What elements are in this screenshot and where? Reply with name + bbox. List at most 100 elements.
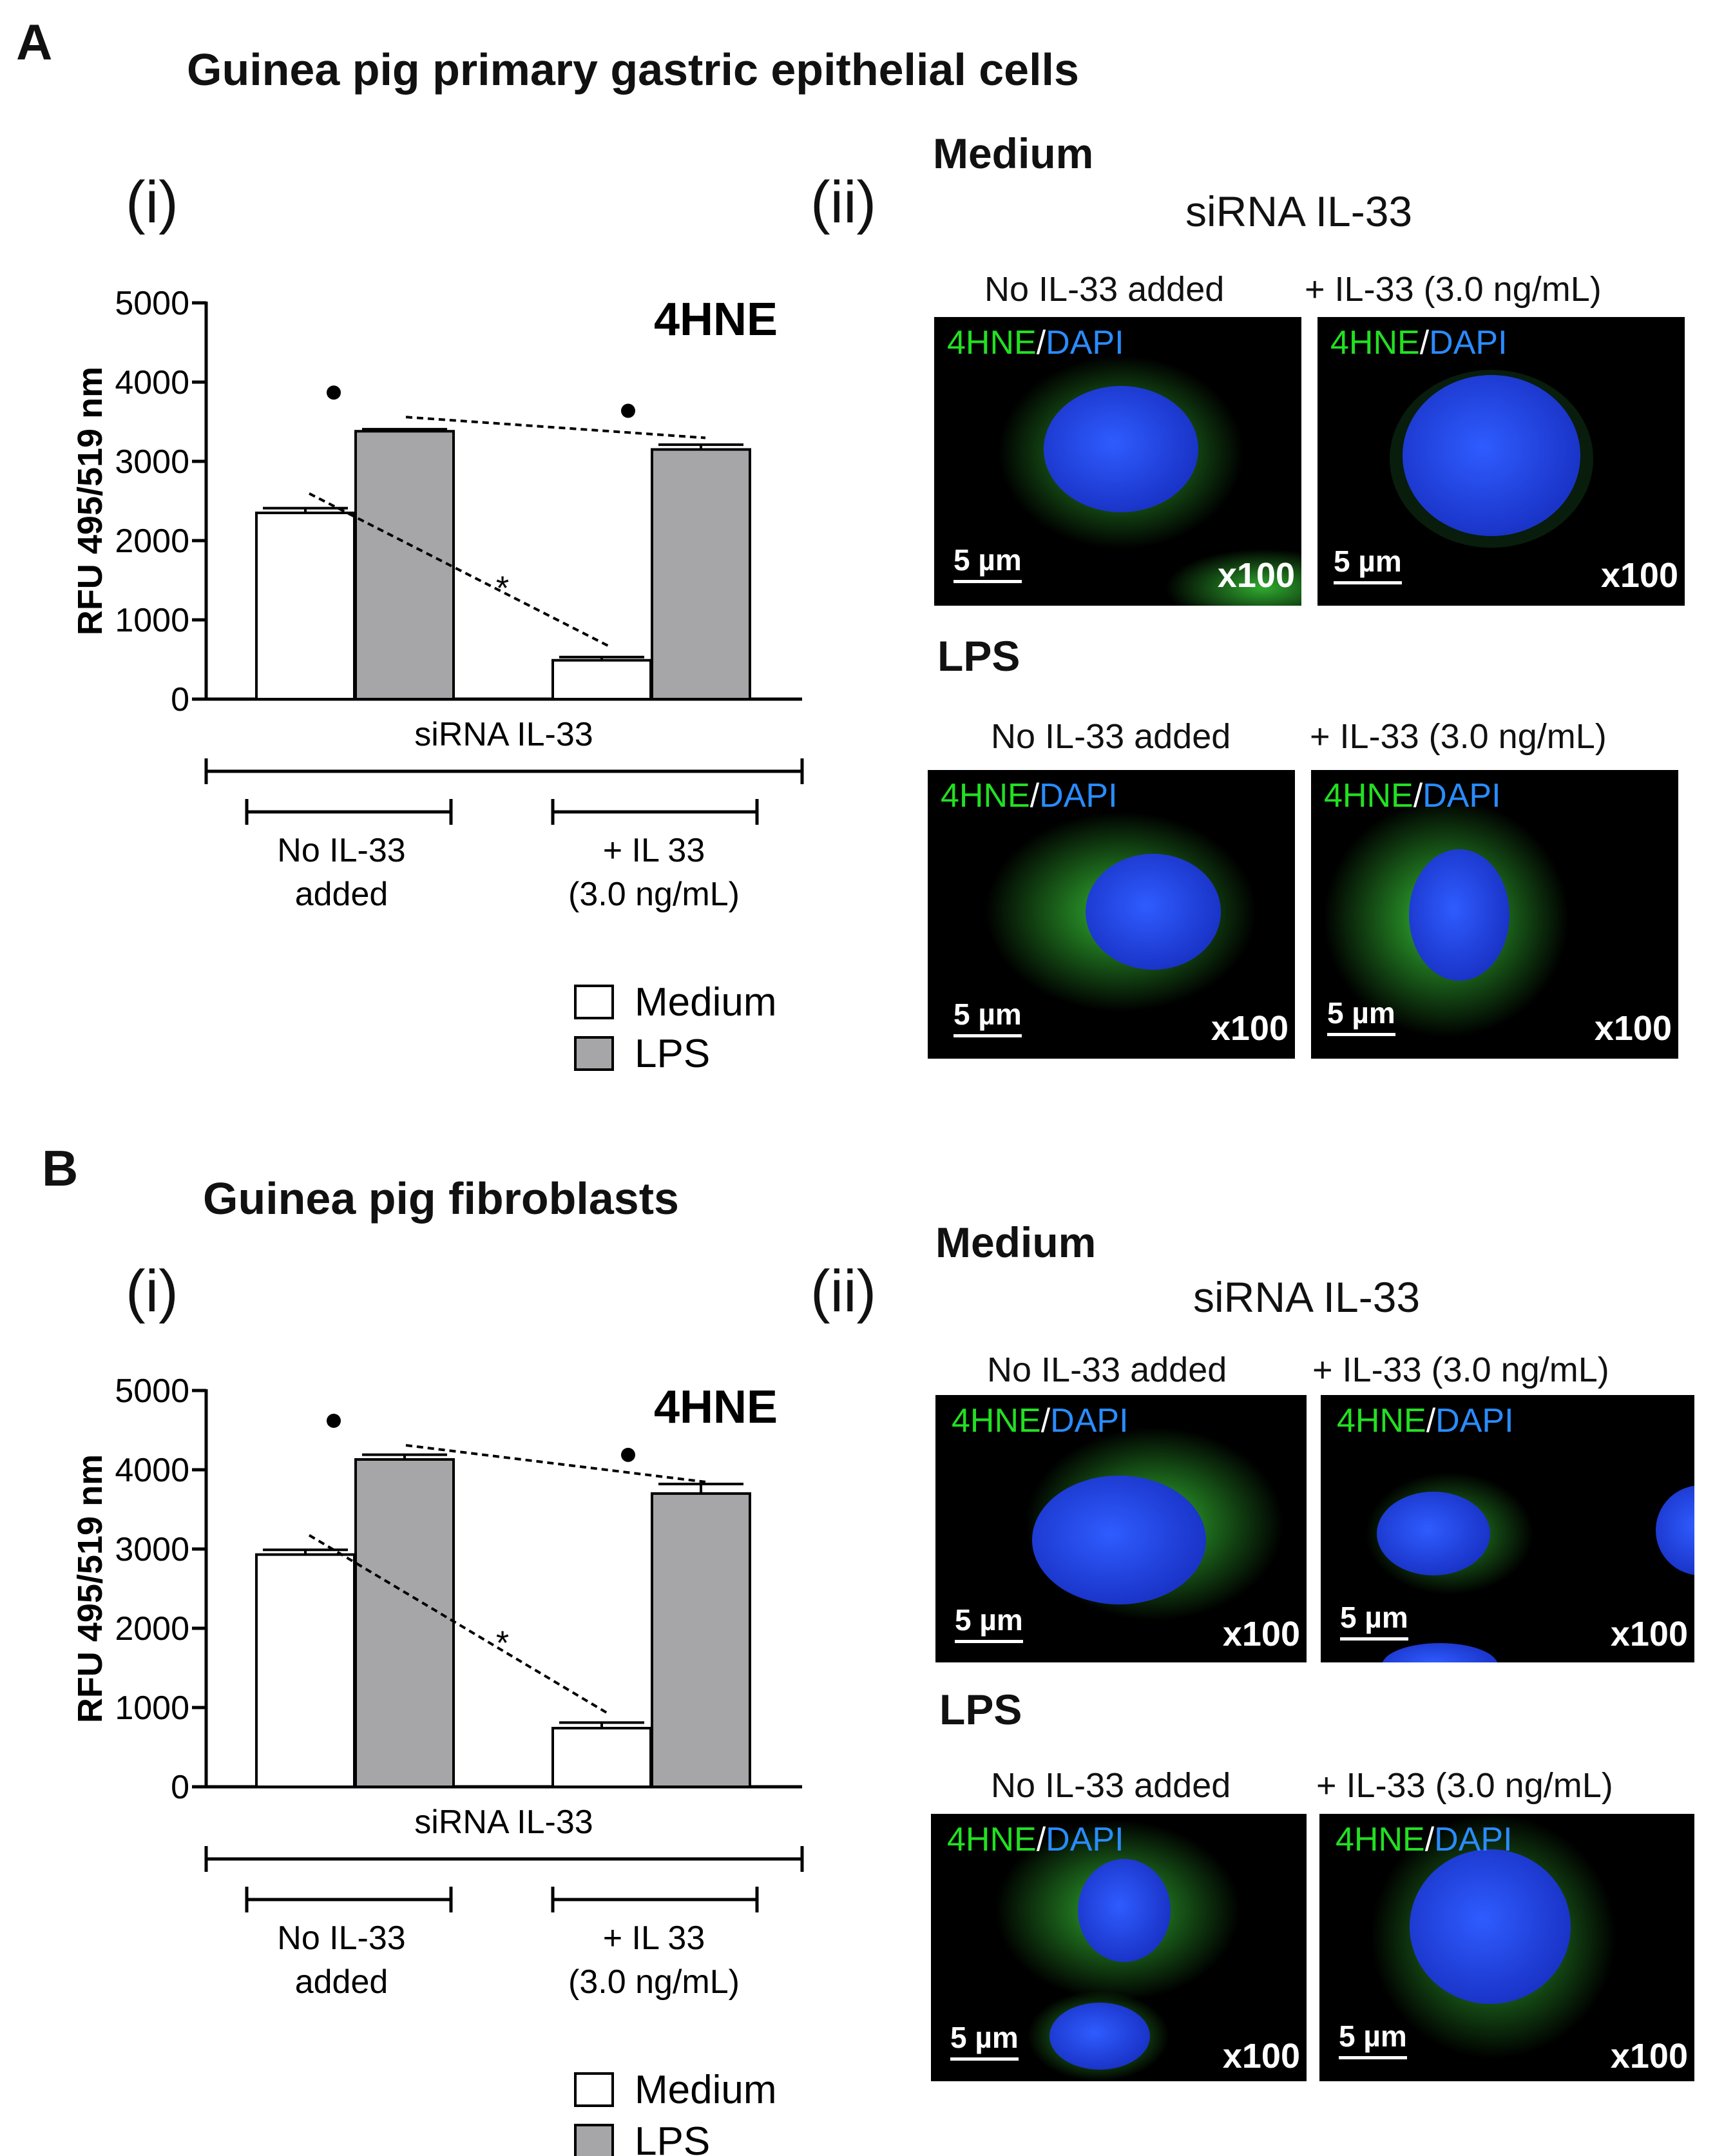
magnification-label: x100 [1222,2037,1300,2075]
stain-label: 4HNE/DAPI [947,324,1124,361]
legend-swatch-medium [574,985,614,1019]
category-label: added [295,1963,388,2001]
micrograph-b-lps-no-il33: 4HNE/DAPI 5 µm x100 [931,1814,1307,2081]
micrograph-b-medium-il33: 4HNE/DAPI 5 µm x100 [1321,1395,1694,1662]
legend-label-lps: LPS [635,2119,710,2156]
significance-dot [327,1414,341,1429]
bar-medium [255,511,356,700]
comparison-line-lps [405,416,706,439]
category-label: No IL-33 [277,832,405,869]
bar-medium [255,1553,356,1788]
micrograph-a-medium-il33: 4HNE/DAPI 5 µm x100 [1317,317,1685,606]
category-label: + IL 33 [603,1920,705,1957]
group-header-label: siRNA IL-33 [414,1804,593,1841]
scale-bar: 5 µm [1334,544,1402,584]
y-tick-label: 2000 [115,1610,189,1648]
panel-a-medium-col-header-2: + IL-33 (3.0 ng/mL) [1305,270,1602,309]
scale-bar: 5 µm [1340,1600,1408,1641]
stain-label: 4HNE/DAPI [1330,324,1508,361]
panel-a-lps-col-header-2: + IL-33 (3.0 ng/mL) [1310,717,1607,756]
comparison-line-medium [309,492,609,648]
micrograph-b-lps-il33: 4HNE/DAPI 5 µm x100 [1319,1814,1694,2081]
panel-letter-a: A [16,14,53,70]
group-header-label: siRNA IL-33 [414,716,593,753]
panel-b-medium-label: Medium [935,1218,1097,1266]
legend-swatch-lps [574,2124,614,2156]
stain-label: 4HNE/DAPI [947,1821,1124,1858]
panel-b-lps-col-header-2: + IL-33 (3.0 ng/mL) [1316,1766,1613,1805]
magnification-label: x100 [1594,1009,1672,1048]
scale-bar: 5 µm [1339,2019,1407,2059]
magnification-label: x100 [1217,556,1295,595]
legend-label-lps: LPS [635,1032,710,1076]
scale-bar: 5 µm [955,1603,1023,1643]
panel-b-sirna-header: siRNA IL-33 [1193,1273,1421,1321]
panel-a-lps-col-header-1: No IL-33 added [991,717,1231,756]
bar-medium [551,659,652,700]
bar-lps [651,448,751,700]
y-tick-label: 3000 [115,1531,189,1568]
panel-a-medium-label: Medium [933,130,1094,177]
significance-dot [621,1447,635,1462]
stain-label: 4HNE/DAPI [1337,1402,1514,1439]
category-label: No IL-33 [277,1920,405,1957]
significance-dot [621,403,635,418]
panel-b-bar-chart: 0 1000 2000 3000 4000 5000 RFU 495/519 nm 4HNE *… [71,1372,804,2156]
significance-dot [327,385,341,400]
panel-a-sirna-header: siRNA IL-33 [1185,188,1413,235]
panel-a-title: Guinea pig primary gastric epithelial ce… [187,44,1079,95]
magnification-label: x100 [1600,556,1678,595]
legend-label-medium: Medium [635,980,777,1025]
chart-title: 4HNE [654,1381,778,1433]
panel-a-lps-label: LPS [937,632,1020,680]
y-tick-label: 0 [171,681,189,718]
y-tick-label: 5000 [115,285,189,322]
panel-a-sub-i: (i) [126,169,178,235]
y-tick-label: 2000 [115,523,189,560]
stain-label: 4HNE/DAPI [941,777,1118,814]
bar-lps [651,1492,751,1788]
category-label: + IL 33 [603,832,705,869]
legend-swatch-lps [574,1036,614,1071]
panel-a-sub-ii: (ii) [810,169,877,235]
significance-asterisk: * [496,1624,509,1662]
chart-title: 4HNE [654,294,778,345]
panel-a-bar-chart: 0 1000 2000 3000 4000 5000 RFU 495/519 nm 4HNE *… [71,285,804,1076]
category-label: added [295,876,388,913]
micrograph-a-medium-no-il33: 4HNE/DAPI 5 µm x100 [934,317,1301,606]
panel-b-lps-label: LPS [939,1686,1022,1733]
scale-bar: 5 µm [1327,996,1395,1036]
significance-asterisk: * [496,570,509,607]
y-axis-label: RFU 495/519 nm [71,367,110,635]
panel-b-sub-ii: (ii) [810,1258,877,1324]
scale-bar: 5 µm [950,2020,1019,2061]
scale-bar: 5 µm [953,543,1022,583]
scale-bar: 5 µm [953,997,1022,1037]
panel-a-medium-col-header-1: No IL-33 added [984,270,1225,309]
y-axis-label: RFU 495/519 nm [71,1454,110,1723]
y-tick-label: 0 [171,1769,189,1806]
category-label: (3.0 ng/mL) [568,876,740,913]
y-tick-label: 4000 [115,364,189,401]
bar-medium [551,1726,652,1788]
magnification-label: x100 [1222,1615,1300,1653]
y-tick-label: 3000 [115,443,189,481]
panel-b-medium-col-header-1: No IL-33 added [987,1351,1227,1389]
y-tick-label: 1000 [115,1689,189,1727]
panel-b-sub-i: (i) [126,1258,178,1324]
y-tick-label: 5000 [115,1372,189,1410]
panel-b-title: Guinea pig fibroblasts [203,1173,679,1224]
magnification-label: x100 [1610,2037,1688,2075]
stain-label: 4HNE/DAPI [1336,1821,1513,1858]
magnification-label: x100 [1211,1009,1289,1048]
micrograph-a-lps-il33: 4HNE/DAPI 5 µm x100 [1311,770,1678,1059]
micrograph-b-medium-no-il33: 4HNE/DAPI 5 µm x100 [935,1395,1307,1662]
stain-label: 4HNE/DAPI [1324,777,1501,814]
stain-label: 4HNE/DAPI [952,1402,1129,1439]
bar-lps [354,1458,455,1788]
legend-label-medium: Medium [635,2068,777,2112]
panel-b-medium-col-header-2: + IL-33 (3.0 ng/mL) [1312,1351,1609,1389]
y-tick-label: 1000 [115,602,189,639]
panel-letter-b: B [42,1140,79,1197]
panel-b-lps-col-header-1: No IL-33 added [991,1766,1231,1805]
